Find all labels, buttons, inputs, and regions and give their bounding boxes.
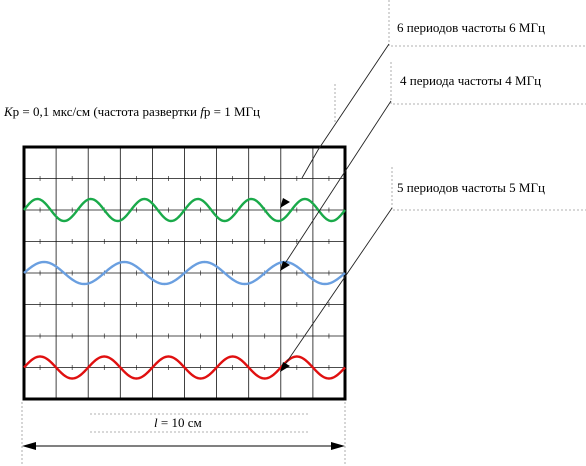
dimension-arrow-right <box>331 442 345 450</box>
callout-six-periods: 6 периодов частоты 6 МГц <box>397 20 545 35</box>
signal-traces <box>23 197 346 380</box>
arrowhead-six <box>280 198 290 208</box>
length-dimension <box>22 442 345 450</box>
leader-line-six <box>301 43 390 179</box>
trace-4-mhz <box>23 260 346 286</box>
scale-label: Kр = 0,1 мкс/см (частота развертки fр = … <box>3 104 260 119</box>
dimension-arrow-left <box>22 442 36 450</box>
leader-line-five <box>283 207 393 367</box>
guide-boxes <box>21 0 586 466</box>
f-subscript: р <box>204 104 211 119</box>
five-period-box <box>391 167 586 211</box>
arrowhead-four <box>280 261 290 271</box>
leader-arrowheads <box>280 198 290 372</box>
length-symbol: l <box>154 415 158 430</box>
callout-four-periods: 4 периода частоты 4 МГц <box>400 73 541 88</box>
leader-line-four <box>283 100 392 266</box>
trace-6-mhz <box>23 197 346 223</box>
leader-lines <box>283 43 393 367</box>
callout-five-periods: 5 периодов частоты 5 МГц <box>397 180 545 195</box>
k-subscript: р <box>13 104 20 119</box>
length-label: l = 10 см <box>154 415 202 430</box>
scale-label-text-2: = 1 МГц <box>210 104 260 119</box>
k-symbol: K <box>3 104 14 119</box>
f-symbol: f <box>200 104 206 119</box>
scale-label-text-1: = 0,1 мкс/см (частота развертки <box>19 104 200 119</box>
trace-5-mhz <box>23 355 346 380</box>
six-period-box <box>388 0 586 47</box>
arrowhead-five <box>280 362 290 372</box>
length-value: = 10 см <box>158 415 202 430</box>
four-period-box <box>390 62 586 105</box>
length-label-box <box>21 402 346 466</box>
